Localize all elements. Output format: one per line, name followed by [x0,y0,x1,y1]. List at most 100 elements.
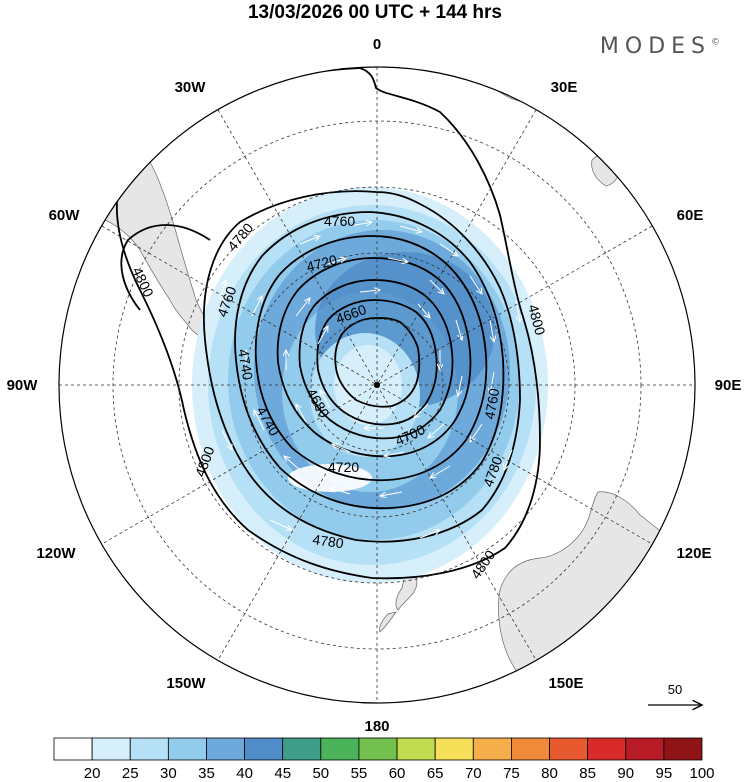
lon-label-30e: 30E [551,79,578,96]
contour-4680 [316,299,438,426]
wind-vectors [219,222,520,539]
reference-vector: 50 [648,682,702,705]
lon-label-150e: 150E [548,675,583,692]
wind-arrow [504,449,513,470]
wind-arrow [251,296,262,317]
wind-arrow [327,258,346,265]
wind-arrow [399,225,422,232]
wind-arrow [470,423,483,442]
colorbar-swatch [472,737,512,761]
wind-arrow [254,410,265,431]
colorbar-tick-label: 40 [236,765,253,782]
lon-label-90e: 90E [715,377,742,394]
wind-arrow [455,319,462,340]
map-title: 13/03/2026 00 UTC + 144 hrs [247,2,503,23]
contour-label: 4780 [312,531,345,551]
colorbar-swatch [511,737,550,761]
brand-text: MODES [599,34,711,59]
wind-arrow [384,452,405,456]
colorbar-tick-label: 60 [389,765,406,782]
colorbar-tick-label: 45 [274,765,291,782]
contour-label: 4800 [525,303,549,337]
wind-arrow [295,298,310,317]
wind-arrow [320,390,331,409]
colorbar-swatch [358,737,398,761]
lon-label-120e: 120E [676,545,711,562]
contour-4700 [298,279,454,440]
colorbar-tick-label: 55 [351,765,368,782]
contour-4760 [234,211,505,510]
contour-label: 4760 [481,387,502,421]
lon-label-180: 180 [364,718,389,735]
colorbar-swatch [549,737,589,761]
colorbar-swatch [587,737,627,761]
colorbar-swatch [206,737,245,761]
reference-vector-label: 50 [668,682,682,697]
wind-arrow [219,280,226,301]
wind-arrow [380,491,403,496]
wind-arrow [490,371,495,394]
wind-arrow [419,530,440,539]
wind-arrow [439,243,458,256]
contour-label: 4720 [305,251,339,275]
colorbar-tick-label: 35 [198,765,215,782]
colorbar-swatch [167,737,207,761]
wind-arrow [430,465,451,478]
wind-arrow [489,319,494,342]
wind-arrow [387,257,408,262]
colorbar-tick-label: 95 [656,765,673,782]
colorbar-swatch [91,737,131,761]
colorbar-tick-label: 65 [427,765,444,782]
lon-label-30w: 30W [175,79,207,96]
colorbar-tick-label: 85 [579,765,596,782]
longitude-labels: 0 30E 60E 90E 120E 150E 180 150W 120W 90… [7,36,742,735]
colorbar-swatch [129,737,169,761]
modes-logo: MODES© [600,34,720,59]
wind-arrow [299,236,320,245]
wind-arrow [330,488,351,495]
wind-arrow [515,299,520,322]
lon-label-90w: 90W [7,377,39,394]
wind-shade-20b [334,345,402,425]
contour-label: 4740 [235,348,256,382]
lon-label-120w: 120W [36,545,76,562]
graticule [59,67,695,703]
contour-4780 [203,190,521,543]
wind-arrow [458,375,463,396]
lon-label-150w: 150W [166,675,206,692]
new-zealand-south-island [379,611,397,633]
lon-label-0: 0 [373,36,381,53]
colorbar-swatch [434,737,474,761]
colorbar-swatch [244,737,284,761]
contour-label: 4760 [324,213,355,229]
colorbar: 20 25 30 35 40 45 50 55 60 65 70 75 80 85 90 95 100 [53,737,715,782]
contour-4740 [254,235,488,482]
contour-4800-west-branch [120,224,211,311]
meridian-30w-150e [217,109,537,661]
colorbar-tick-label: 75 [503,765,520,782]
colorbar-tick-label: 100 [689,765,714,782]
wind-arrow [296,404,307,423]
wind-arrow [414,403,429,418]
map-boundary [58,66,696,704]
colorbar-tick-label: 80 [541,765,558,782]
colorbar-tick-label: 30 [160,765,177,782]
meridian-60w-120e [101,225,653,545]
wind-arrow [428,423,445,438]
colorbar-tick-label: 90 [617,765,634,782]
wind-arrow [317,326,328,345]
copyright-mark: © [711,37,720,48]
colorbar-swatch [625,737,665,761]
wind-arrow [284,456,301,471]
wind-arrow [469,275,482,294]
pole-marker [374,382,380,388]
wind-arrow [417,303,430,318]
contour-4660 [334,317,421,408]
colorbar-tick-label: 25 [122,765,139,782]
colorbar-tick-label: 50 [312,765,329,782]
colorbar-tick-label: 70 [465,765,482,782]
colorbar-swatch [396,737,436,761]
wind-arrow [429,279,444,294]
wind-arrow [269,519,292,530]
